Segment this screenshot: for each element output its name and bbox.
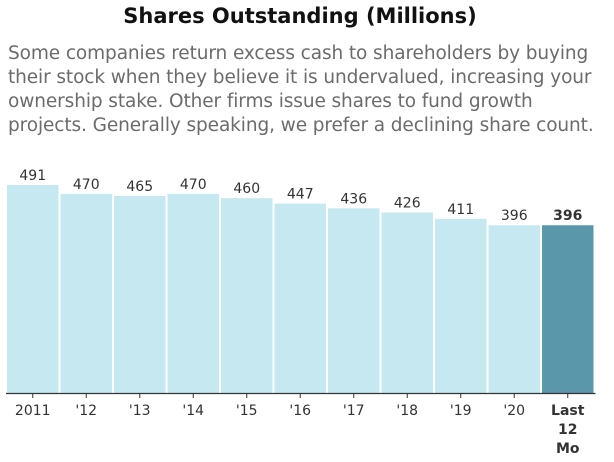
x-tick-label-9: '20 bbox=[503, 403, 525, 419]
x-tick-label-8: '19 bbox=[450, 403, 472, 419]
bar-5 bbox=[274, 203, 326, 393]
x-tick-label-4: '15 bbox=[236, 403, 258, 419]
bar-3 bbox=[167, 193, 219, 393]
x-tick-label-10: Last 12 Mo bbox=[551, 403, 585, 457]
description-line: Some companies return excess cash to sha… bbox=[8, 43, 589, 64]
description-line: projects. Generally speaking, we prefer … bbox=[8, 115, 594, 136]
data-label-1: 470 bbox=[73, 177, 100, 193]
data-label-3: 470 bbox=[180, 177, 207, 193]
data-label-2: 465 bbox=[126, 179, 153, 195]
chart-description: Some companies return excess cash to sha… bbox=[8, 42, 608, 138]
x-tick-label-3: '14 bbox=[182, 403, 204, 419]
bar-2 bbox=[114, 196, 166, 393]
data-label-6: 436 bbox=[340, 191, 367, 207]
chart-title: Shares Outstanding (Millions) bbox=[123, 4, 477, 28]
description-line: ownership stake. Other firms issue share… bbox=[8, 91, 533, 112]
data-label-4: 460 bbox=[233, 181, 260, 197]
data-label-5: 447 bbox=[287, 187, 314, 203]
bar-6 bbox=[328, 208, 380, 393]
x-tick-label-0: 2011 bbox=[15, 403, 51, 419]
data-label-9: 396 bbox=[501, 208, 528, 224]
data-label-10: 396 bbox=[553, 208, 582, 224]
bar-0 bbox=[7, 185, 59, 393]
bar-4 bbox=[221, 198, 273, 393]
x-tick-label-7: '18 bbox=[396, 403, 418, 419]
x-tick-label-1: '12 bbox=[75, 403, 97, 419]
bar-8 bbox=[435, 218, 487, 393]
bar-7 bbox=[381, 212, 433, 393]
data-label-0: 491 bbox=[19, 168, 46, 184]
bar-9 bbox=[488, 225, 540, 393]
description-line: their stock when they believe it is unde… bbox=[8, 67, 592, 88]
x-tick-label-6: '17 bbox=[343, 403, 365, 419]
bar-1 bbox=[60, 193, 112, 393]
x-tick-label-2: '13 bbox=[129, 403, 151, 419]
bar-10 bbox=[542, 225, 594, 393]
data-label-8: 411 bbox=[447, 202, 474, 218]
data-label-7: 426 bbox=[394, 196, 421, 212]
x-tick-label-5: '16 bbox=[289, 403, 311, 419]
